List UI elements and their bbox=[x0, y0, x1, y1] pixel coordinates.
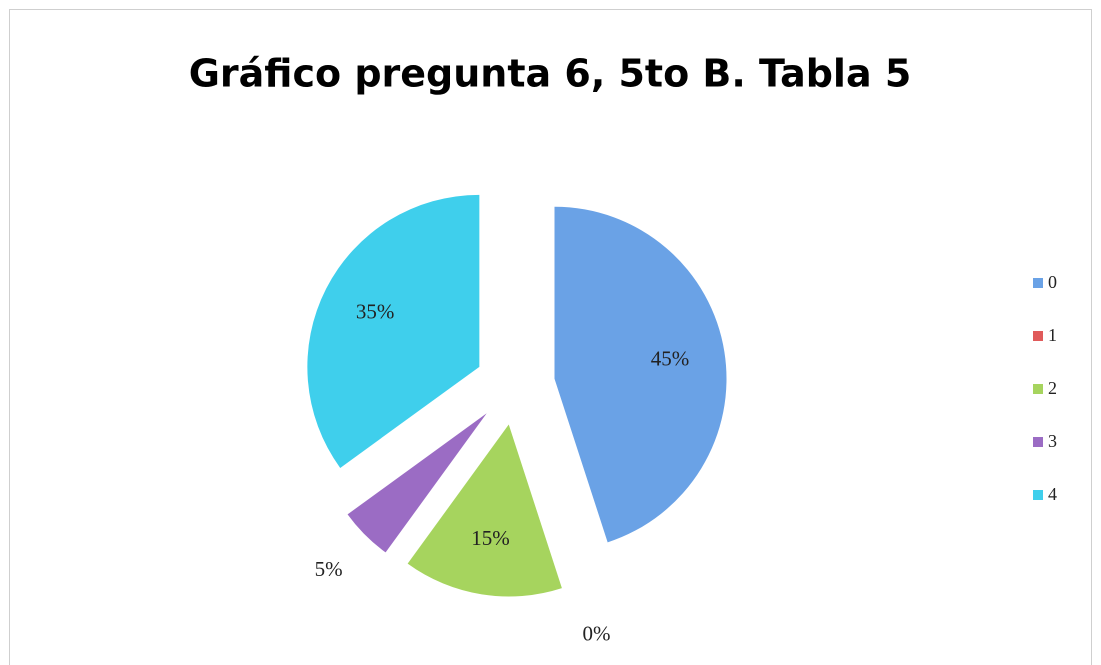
legend-swatch bbox=[1033, 490, 1043, 500]
legend-label: 1 bbox=[1048, 325, 1057, 345]
legend-label: 4 bbox=[1048, 484, 1057, 504]
data-label: 35% bbox=[356, 300, 395, 324]
data-label: 5% bbox=[315, 557, 343, 581]
legend-swatch bbox=[1033, 384, 1043, 394]
chart-title: Gráfico pregunta 6, 5to B. Tabla 5 bbox=[189, 52, 912, 96]
data-label: 0% bbox=[582, 622, 610, 646]
pie-slice bbox=[407, 424, 562, 597]
pie-slice bbox=[347, 413, 487, 553]
pie-slice bbox=[554, 206, 727, 543]
legend-label: 3 bbox=[1048, 431, 1057, 451]
legend-swatch bbox=[1033, 437, 1043, 447]
pie-slice bbox=[307, 194, 480, 468]
data-label: 45% bbox=[651, 346, 690, 370]
legend-label: 2 bbox=[1048, 378, 1057, 398]
legend-swatch bbox=[1033, 278, 1043, 288]
legend-label: 0 bbox=[1048, 272, 1057, 292]
data-label: 15% bbox=[471, 526, 510, 550]
legend-swatch bbox=[1033, 331, 1043, 341]
